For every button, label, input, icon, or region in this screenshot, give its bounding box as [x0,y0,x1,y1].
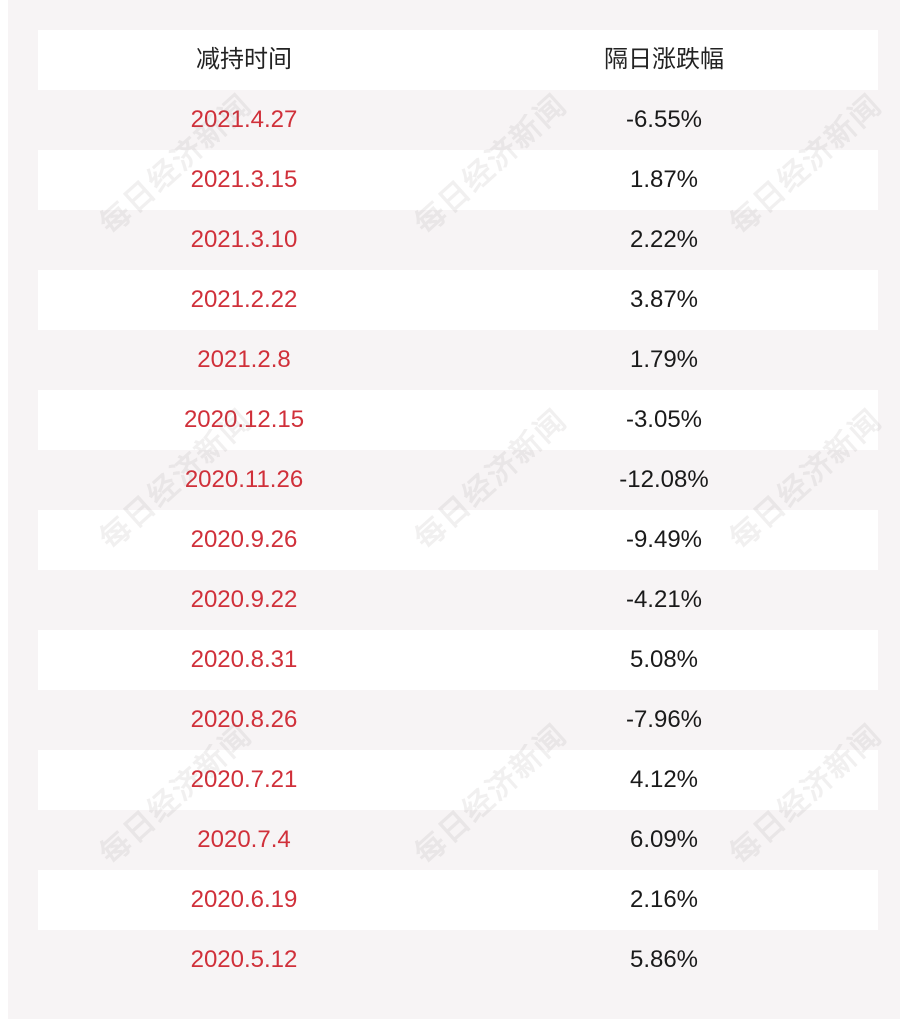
reduction-date: 2021.4.27 [190,106,298,133]
header-date: 减持时间 [196,46,292,73]
table-row: 2020.6.19 2.16% [38,870,878,930]
next-day-change: -7.96% [625,706,703,733]
next-day-change: 1.79% [629,346,699,373]
table-row: 2021.3.15 1.87% [38,150,878,210]
next-day-change: 4.12% [629,766,699,793]
reduction-date: 2021.2.8 [197,346,291,373]
next-day-change: -12.08% [619,466,709,493]
table-row: 2020.11.26 -12.08% [38,450,878,510]
next-day-change: -6.55% [625,106,703,133]
next-day-change: 5.08% [629,646,699,673]
reduction-date: 2020.8.31 [190,646,298,673]
table-row: 2020.12.15 -3.05% [38,390,878,450]
table-row: 2020.9.22 -4.21% [38,570,878,630]
table-row: 2020.8.26 -7.96% [38,690,878,750]
reduction-date: 2020.9.22 [190,586,298,613]
next-day-change: -4.21% [625,586,703,613]
next-day-change: 6.09% [629,826,699,853]
table-row: 2020.7.4 6.09% [38,810,878,870]
reduction-date: 2021.2.22 [190,286,298,313]
next-day-change: 2.16% [629,886,699,913]
reduction-date: 2020.6.19 [190,886,298,913]
table-row: 2020.8.31 5.08% [38,630,878,690]
table-row: 2021.2.22 3.87% [38,270,878,330]
reduction-date: 2020.8.26 [190,706,298,733]
reduction-date: 2020.11.26 [184,466,304,493]
next-day-change: 1.87% [629,166,699,193]
reduction-date: 2020.12.15 [183,406,305,433]
next-day-change: -9.49% [625,526,703,553]
reduction-table: 减持时间 隔日涨跌幅 2021.4.27 -6.55% 2021.3.15 1.87%… [38,30,878,990]
table-row: 2021.4.27 -6.55% [38,90,878,150]
reduction-date: 2020.7.4 [197,826,291,853]
table-row: 2020.5.12 5.86% [38,930,878,990]
reduction-date: 2020.5.12 [190,946,298,973]
next-day-change: 3.87% [629,286,699,313]
reduction-date: 2021.3.10 [190,226,298,253]
next-day-change: -3.05% [625,406,703,433]
table-row: 2020.7.21 4.12% [38,750,878,810]
table-row: 2021.3.10 2.22% [38,210,878,270]
next-day-change: 2.22% [629,226,699,253]
table-row: 2021.2.8 1.79% [38,330,878,390]
reduction-date: 2021.3.15 [190,166,298,193]
table-row: 2020.9.26 -9.49% [38,510,878,570]
reduction-date: 2020.7.21 [190,766,298,793]
reduction-date: 2020.9.26 [190,526,298,553]
header-change: 隔日涨跌幅 [604,46,724,73]
table-header-row: 减持时间 隔日涨跌幅 [38,30,878,90]
next-day-change: 5.86% [629,946,699,973]
table-panel: 减持时间 隔日涨跌幅 2021.4.27 -6.55% 2021.3.15 1.87%… [8,0,900,1019]
table-body: 2021.4.27 -6.55% 2021.3.15 1.87% 2021.3.10 2.… [38,90,878,990]
